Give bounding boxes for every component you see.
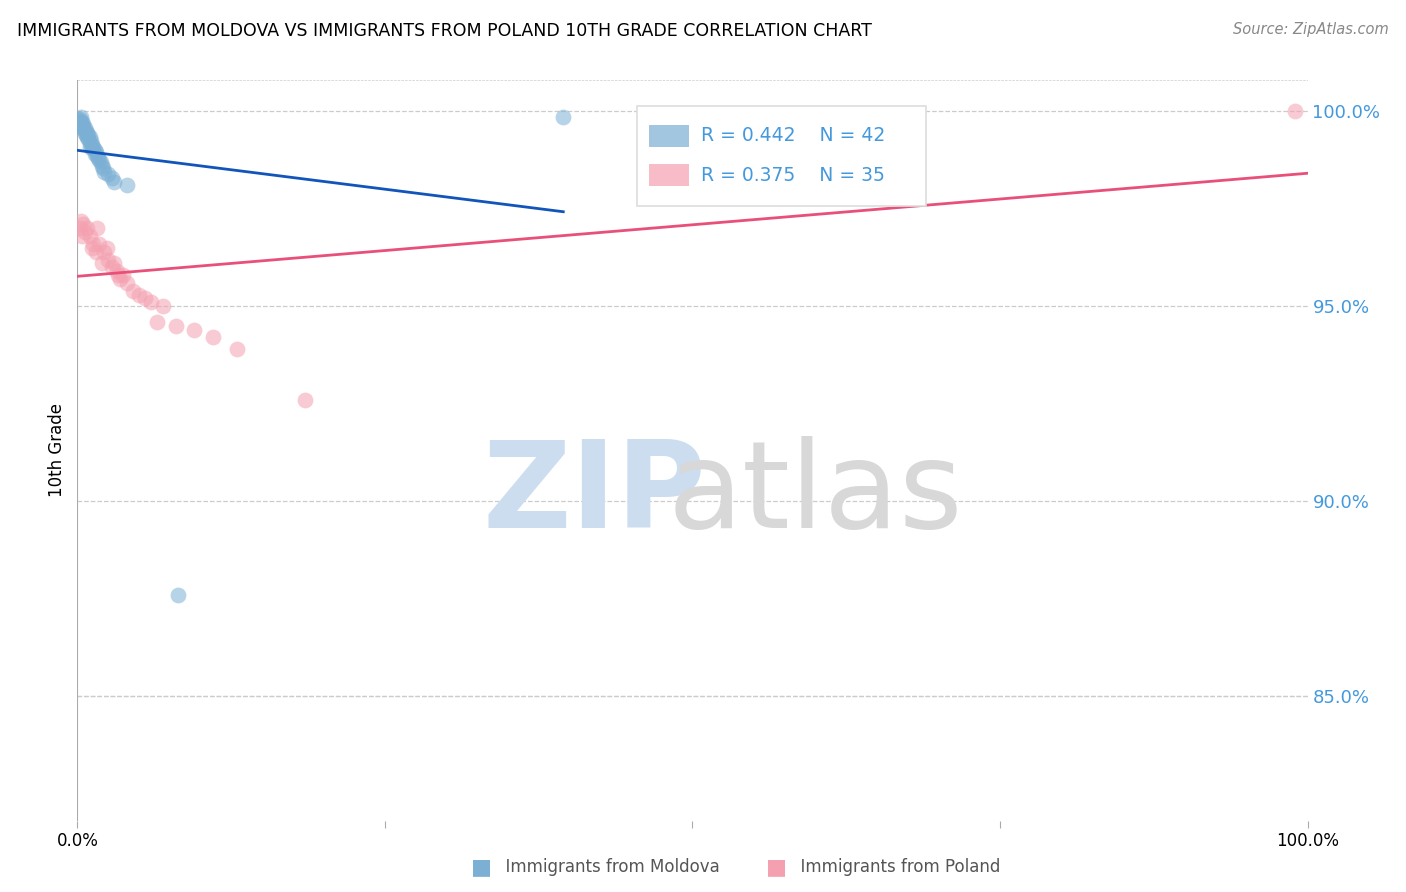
Point [107, 268, 129, 282]
Text: Source: ZipAtlas.com: Source: ZipAtlas.com [1233, 22, 1389, 37]
Point [83, 144, 105, 158]
Text: R = 0.375    N = 35: R = 0.375 N = 35 [702, 166, 884, 185]
Point [73, 120, 96, 135]
Point [97, 252, 120, 267]
Point [115, 276, 138, 290]
Point [70, 110, 93, 124]
Text: R = 0.442    N = 42: R = 0.442 N = 42 [702, 127, 886, 145]
Point [115, 178, 138, 193]
Point [201, 330, 224, 344]
Point [66, 112, 89, 127]
Bar [650, 164, 689, 186]
Point [75, 128, 97, 142]
Point [77, 132, 100, 146]
Point [103, 175, 125, 189]
Y-axis label: 10th Grade: 10th Grade [48, 403, 66, 498]
Text: Immigrants from Moldova: Immigrants from Moldova [495, 858, 720, 876]
Point [111, 268, 134, 282]
Text: atlas: atlas [668, 436, 963, 553]
Point [70, 213, 93, 227]
Point [128, 287, 150, 301]
Point [91, 161, 114, 175]
Point [1284, 104, 1306, 119]
Point [165, 318, 187, 333]
Point [90, 159, 114, 173]
Point [82, 236, 104, 251]
Point [70, 120, 93, 134]
Point [82, 141, 104, 155]
Point [69, 114, 91, 128]
Point [87, 151, 110, 165]
Point [121, 284, 143, 298]
Point [66, 116, 89, 130]
Point [93, 244, 115, 259]
Point [75, 124, 97, 138]
Point [183, 323, 205, 337]
Point [294, 392, 316, 407]
Point [86, 221, 108, 235]
Point [89, 153, 111, 168]
Point [105, 264, 128, 278]
Point [226, 342, 249, 356]
Point [90, 155, 112, 169]
Point [93, 165, 115, 179]
Text: Immigrants from Poland: Immigrants from Poland [790, 858, 1001, 876]
Point [84, 244, 107, 259]
Point [73, 126, 96, 140]
Point [146, 315, 169, 329]
Point [96, 241, 118, 255]
Point [82, 139, 104, 153]
Point [89, 236, 111, 251]
Point [79, 136, 101, 150]
Point [70, 118, 93, 132]
Point [86, 149, 108, 163]
Point [553, 110, 575, 124]
Point [103, 256, 125, 270]
Point [110, 272, 132, 286]
Point [141, 295, 163, 310]
Point [79, 139, 101, 153]
Point [76, 221, 98, 235]
Point [101, 170, 124, 185]
Point [101, 260, 124, 275]
Point [79, 229, 101, 244]
Text: ■: ■ [766, 857, 787, 877]
Point [97, 167, 120, 181]
Point [82, 137, 104, 152]
Point [72, 122, 94, 136]
Point [69, 112, 91, 127]
Point [152, 299, 174, 313]
Point [70, 115, 93, 129]
Point [73, 225, 96, 239]
Point [83, 147, 105, 161]
Bar [650, 125, 689, 147]
FancyBboxPatch shape [637, 106, 927, 206]
Point [72, 120, 94, 134]
Point [90, 256, 114, 270]
Text: ZIP: ZIP [482, 436, 706, 553]
Point [76, 126, 98, 140]
Point [77, 128, 100, 142]
Text: ■: ■ [471, 857, 492, 877]
Text: IMMIGRANTS FROM MOLDOVA VS IMMIGRANTS FROM POLAND 10TH GRADE CORRELATION CHART: IMMIGRANTS FROM MOLDOVA VS IMMIGRANTS FR… [17, 22, 872, 40]
Point [76, 129, 98, 144]
Point [72, 218, 94, 232]
Point [79, 129, 101, 144]
Point [82, 241, 104, 255]
Point [134, 292, 156, 306]
Point [167, 588, 190, 602]
Point [69, 221, 91, 235]
Point [70, 229, 93, 244]
Point [84, 145, 107, 160]
Point [72, 117, 94, 131]
Point [80, 134, 103, 148]
